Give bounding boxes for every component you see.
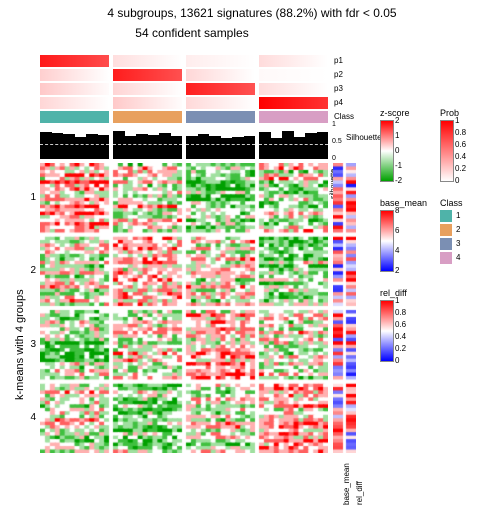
row-group-label: 3 [16,339,36,350]
annotation-cell [40,111,109,123]
side-annotation-bars [333,163,356,453]
legend-swatch [440,252,452,264]
annotation-cell [259,69,328,81]
annotation-label: p2 [334,70,343,79]
annotation-cell [259,97,328,109]
row-group-label: 4 [16,412,36,423]
side-bar-label: rel_diff [355,481,364,505]
annotation-cell [113,55,182,67]
annotation-cell [186,111,255,123]
heatmap [40,163,328,453]
annotation-cell [259,55,328,67]
title-line-1: 4 subgroups, 13621 signatures (88.2%) wi… [0,6,504,20]
legend-colorbar [380,120,394,182]
annotation-label: Class [334,112,354,121]
annotation-cell [186,97,255,109]
annotation-cell [186,55,255,67]
side-bar-label: base_mean [342,463,351,505]
annotation-cell [259,83,328,95]
annotation-label: p4 [334,98,343,107]
annotation-label: p3 [334,84,343,93]
annotation-cell [113,69,182,81]
annotation-cell [40,97,109,109]
annotation-cell [40,55,109,67]
annotation-cell [40,83,109,95]
title-line-2: 54 confident samples [0,26,444,40]
annotation-cell [259,111,328,123]
legend-swatch [440,210,452,222]
annotation-cell [113,83,182,95]
annotation-cell [186,69,255,81]
row-group-label: 2 [16,265,36,276]
legend-colorbar [380,300,394,362]
legend-colorbar [380,210,394,272]
annotation-cell [186,83,255,95]
annotation-cell [113,111,182,123]
annotation-label: p1 [334,56,343,65]
row-group-label: 1 [16,192,36,203]
legend-swatch [440,224,452,236]
legend-swatch [440,238,452,250]
annotation-cell [40,69,109,81]
legend-colorbar [440,120,454,182]
annotation-cell [113,97,182,109]
